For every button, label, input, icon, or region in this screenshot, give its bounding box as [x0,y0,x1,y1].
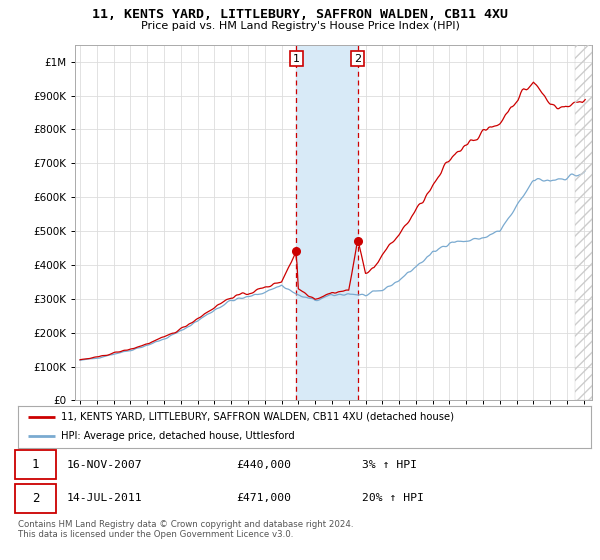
Text: 2: 2 [32,492,40,505]
Text: 1: 1 [293,54,300,64]
Text: 1: 1 [32,458,40,472]
FancyBboxPatch shape [15,450,56,479]
Text: 3% ↑ HPI: 3% ↑ HPI [362,460,417,470]
Text: 2: 2 [354,54,361,64]
FancyBboxPatch shape [15,484,56,513]
Text: 11, KENTS YARD, LITTLEBURY, SAFFRON WALDEN, CB11 4XU: 11, KENTS YARD, LITTLEBURY, SAFFRON WALD… [92,8,508,21]
Text: 20% ↑ HPI: 20% ↑ HPI [362,493,424,503]
Text: 11, KENTS YARD, LITTLEBURY, SAFFRON WALDEN, CB11 4XU (detached house): 11, KENTS YARD, LITTLEBURY, SAFFRON WALD… [61,412,454,422]
Text: HPI: Average price, detached house, Uttlesford: HPI: Average price, detached house, Uttl… [61,431,295,441]
Text: 14-JUL-2011: 14-JUL-2011 [67,493,142,503]
Text: £471,000: £471,000 [236,493,291,503]
Text: Price paid vs. HM Land Registry's House Price Index (HPI): Price paid vs. HM Land Registry's House … [140,21,460,31]
Text: £440,000: £440,000 [236,460,291,470]
Text: 16-NOV-2007: 16-NOV-2007 [67,460,142,470]
Text: Contains HM Land Registry data © Crown copyright and database right 2024.
This d: Contains HM Land Registry data © Crown c… [18,520,353,539]
Bar [296,45,358,400]
